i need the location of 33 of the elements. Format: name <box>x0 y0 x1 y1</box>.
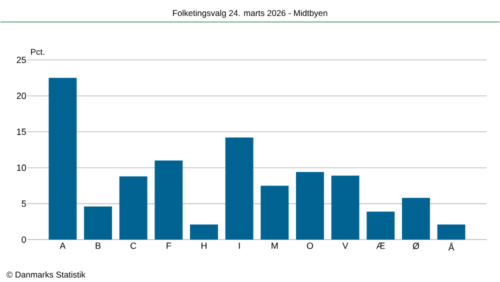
y-axis-title: Pct. <box>31 49 44 56</box>
chart-title: Folketingsvalg 24. marts 2026 - Midtbyen <box>172 10 328 18</box>
y-tick-label: 25 <box>16 56 26 64</box>
bar <box>260 186 289 240</box>
y-tick-label: 15 <box>17 128 26 136</box>
x-tick-label: H <box>202 242 207 250</box>
x-tick-label: F <box>166 242 172 250</box>
bar <box>119 176 148 240</box>
x-tick-label: V <box>342 242 348 250</box>
bar <box>225 138 254 240</box>
bar <box>154 160 183 240</box>
y-tick-label: 0 <box>22 236 26 244</box>
x-tick-label: M <box>272 242 278 250</box>
y-tick-label: 20 <box>16 92 26 100</box>
x-tick-label: C <box>130 242 136 250</box>
bar <box>190 224 218 240</box>
y-tick-label: 10 <box>17 164 26 172</box>
x-tick-label: Å <box>448 242 454 251</box>
x-tick-label: B <box>96 242 101 250</box>
bar <box>296 172 324 240</box>
text: © Danmarks Statistik <box>6 272 86 278</box>
bar <box>48 78 77 240</box>
bar <box>402 198 430 240</box>
x-tick-label: Ø <box>412 242 420 250</box>
bar <box>366 212 395 240</box>
y-tick-label: 5 <box>22 200 26 208</box>
x-tick-label: I <box>238 242 240 250</box>
bar <box>437 224 466 240</box>
bar <box>331 176 360 240</box>
bar <box>84 206 112 240</box>
x-tick-label: O <box>306 242 314 250</box>
x-tick-label: Æ <box>376 242 385 250</box>
x-tick-label: A <box>60 242 66 250</box>
